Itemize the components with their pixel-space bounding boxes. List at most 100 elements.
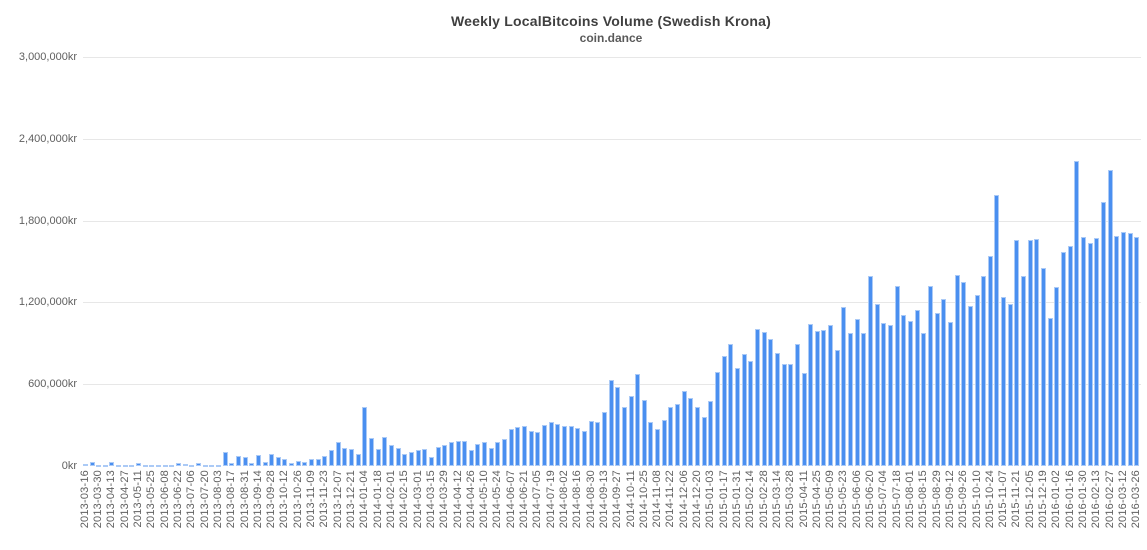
volume-bar[interactable] xyxy=(482,442,488,466)
volume-bar[interactable] xyxy=(947,322,953,466)
volume-bar[interactable] xyxy=(721,356,727,466)
volume-bar[interactable] xyxy=(82,464,88,466)
volume-bar[interactable] xyxy=(1080,237,1086,466)
volume-bar[interactable] xyxy=(1014,240,1020,466)
volume-bar[interactable] xyxy=(907,321,913,466)
volume-bar[interactable] xyxy=(921,333,927,466)
volume-bar[interactable] xyxy=(568,426,574,466)
volume-bar[interactable] xyxy=(934,313,940,466)
volume-bar[interactable] xyxy=(561,426,567,466)
volume-bar[interactable] xyxy=(1041,268,1046,466)
volume-bar[interactable] xyxy=(834,350,840,466)
volume-bar[interactable] xyxy=(122,465,128,467)
volume-bar[interactable] xyxy=(661,420,667,466)
volume-bar[interactable] xyxy=(1107,170,1113,466)
volume-bar[interactable] xyxy=(229,463,235,466)
volume-bar[interactable] xyxy=(941,299,947,466)
volume-bar[interactable] xyxy=(874,304,880,466)
volume-bar[interactable] xyxy=(335,442,341,466)
volume-bar[interactable] xyxy=(1007,304,1013,466)
volume-bar[interactable] xyxy=(195,463,201,466)
volume-bar[interactable] xyxy=(415,450,421,466)
volume-bar[interactable] xyxy=(927,286,933,466)
volume-bar[interactable] xyxy=(894,286,900,466)
volume-bar[interactable] xyxy=(741,354,747,466)
volume-bar[interactable] xyxy=(635,374,641,466)
volume-bar[interactable] xyxy=(156,465,161,467)
volume-bar[interactable] xyxy=(402,454,408,466)
volume-bar[interactable] xyxy=(994,195,1000,466)
volume-bar[interactable] xyxy=(1100,202,1106,466)
volume-bar[interactable] xyxy=(96,465,102,467)
volume-bar[interactable] xyxy=(342,448,348,466)
volume-bar[interactable] xyxy=(961,282,967,466)
volume-bar[interactable] xyxy=(688,398,694,466)
volume-bar[interactable] xyxy=(841,307,847,466)
volume-bar[interactable] xyxy=(848,333,853,466)
volume-bar[interactable] xyxy=(349,449,354,466)
volume-bar[interactable] xyxy=(269,454,275,466)
volume-bar[interactable] xyxy=(242,457,248,466)
volume-bar[interactable] xyxy=(954,275,960,466)
volume-bar[interactable] xyxy=(794,344,800,466)
volume-bar[interactable] xyxy=(109,462,115,466)
volume-bar[interactable] xyxy=(1034,239,1040,466)
volume-bar[interactable] xyxy=(222,452,228,466)
volume-bar[interactable] xyxy=(655,429,661,466)
volume-bar[interactable] xyxy=(974,295,980,466)
volume-bar[interactable] xyxy=(295,461,301,466)
volume-bar[interactable] xyxy=(1087,243,1093,466)
volume-bar[interactable] xyxy=(821,330,827,466)
volume-bar[interactable] xyxy=(914,310,920,466)
volume-bar[interactable] xyxy=(455,441,461,466)
volume-bar[interactable] xyxy=(408,452,414,466)
volume-bar[interactable] xyxy=(761,332,767,466)
volume-bar[interactable] xyxy=(881,323,887,466)
volume-bar[interactable] xyxy=(202,465,208,467)
volume-bar[interactable] xyxy=(801,373,807,466)
volume-bar[interactable] xyxy=(675,404,680,466)
volume-bar[interactable] xyxy=(708,401,714,466)
volume-bar[interactable] xyxy=(515,427,521,466)
volume-bar[interactable] xyxy=(1094,238,1100,466)
volume-bar[interactable] xyxy=(628,396,634,466)
volume-bar[interactable] xyxy=(601,412,607,466)
volume-bar[interactable] xyxy=(162,465,168,467)
volume-bar[interactable] xyxy=(1074,161,1080,466)
volume-bar[interactable] xyxy=(701,417,707,466)
volume-bar[interactable] xyxy=(249,463,255,466)
volume-bar[interactable] xyxy=(275,457,281,466)
volume-bar[interactable] xyxy=(1067,246,1073,466)
volume-bar[interactable] xyxy=(428,457,434,466)
volume-bar[interactable] xyxy=(382,437,388,466)
volume-bar[interactable] xyxy=(488,448,494,466)
volume-bar[interactable] xyxy=(728,344,734,466)
volume-bar[interactable] xyxy=(1120,232,1126,466)
volume-bar[interactable] xyxy=(808,324,814,466)
volume-bar[interactable] xyxy=(888,325,893,466)
volume-bar[interactable] xyxy=(302,462,308,466)
volume-bar[interactable] xyxy=(435,447,441,466)
volume-bar[interactable] xyxy=(608,380,614,466)
volume-bar[interactable] xyxy=(861,333,867,466)
volume-bar[interactable] xyxy=(169,465,175,467)
volume-bar[interactable] xyxy=(588,421,594,466)
volume-bar[interactable] xyxy=(462,441,468,466)
volume-bar[interactable] xyxy=(788,364,794,466)
volume-bar[interactable] xyxy=(854,319,860,466)
volume-bar[interactable] xyxy=(322,456,328,466)
volume-bar[interactable] xyxy=(748,361,754,466)
volume-bar[interactable] xyxy=(1114,236,1120,466)
volume-bar[interactable] xyxy=(136,463,142,466)
volume-bar[interactable] xyxy=(289,463,295,466)
volume-bar[interactable] xyxy=(814,331,820,466)
volume-bar[interactable] xyxy=(555,424,561,466)
volume-bar[interactable] xyxy=(1061,252,1066,466)
volume-bar[interactable] xyxy=(149,465,155,467)
volume-bar[interactable] xyxy=(1134,237,1140,466)
volume-bar[interactable] xyxy=(282,459,288,466)
volume-bar[interactable] xyxy=(362,407,368,466)
volume-bar[interactable] xyxy=(468,450,474,466)
volume-bar[interactable] xyxy=(901,315,907,466)
volume-bar[interactable] xyxy=(734,368,740,466)
